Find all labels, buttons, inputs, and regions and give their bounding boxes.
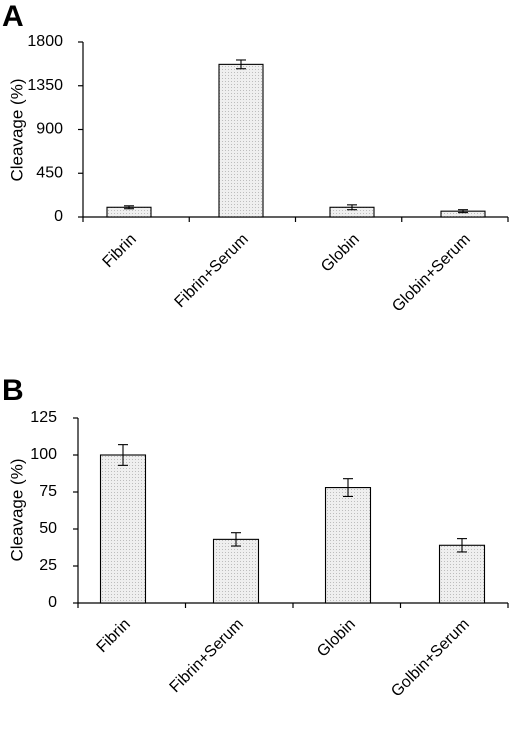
y-tick-label: 50: [39, 520, 57, 537]
bar-fibrin: [99, 454, 147, 604]
panel-a: A Cleavage (%) 0 450 900 1350 1800 Fibrin Fibrin…: [2, 0, 509, 316]
y-tick-label: 1800: [27, 33, 63, 50]
x-category-label: Globin+Serum: [389, 231, 474, 316]
y-tick-label: 75: [39, 483, 57, 500]
bar-fibrin-serum: [218, 63, 264, 218]
y-tick-label: 25: [39, 557, 57, 574]
y-tick-label: 125: [30, 409, 57, 426]
x-category-label: Fibrin+Serum: [167, 616, 247, 696]
x-category-label: Fibrin: [100, 231, 140, 271]
y-tick-label: 900: [36, 121, 63, 138]
bar-fibrin-serum: [212, 538, 260, 604]
y-axis-title: Cleavage (%): [7, 459, 26, 562]
bar-golbin-serum: [438, 544, 486, 604]
panel-b: B Cleavage (%) 0 25 50 75 100 125 Fibrin Fibrin+S…: [2, 374, 509, 701]
panel-letter: A: [2, 0, 24, 33]
x-category-label: Fibrin+Serum: [172, 231, 252, 311]
x-category-label: Globin: [314, 616, 359, 661]
x-category-label: Golbin+Serum: [388, 616, 473, 701]
y-tick-label: 100: [30, 446, 57, 463]
bar-globin: [324, 487, 372, 604]
panel-letter: B: [2, 374, 24, 407]
y-tick-label: 450: [36, 164, 63, 181]
y-tick-label: 0: [54, 208, 63, 225]
x-category-label: Fibrin: [94, 616, 134, 656]
y-axis-title: Cleavage (%): [7, 79, 26, 182]
y-tick-label: 0: [48, 594, 57, 611]
x-category-label: Globin: [318, 231, 363, 276]
y-tick-label: 1350: [27, 77, 63, 94]
